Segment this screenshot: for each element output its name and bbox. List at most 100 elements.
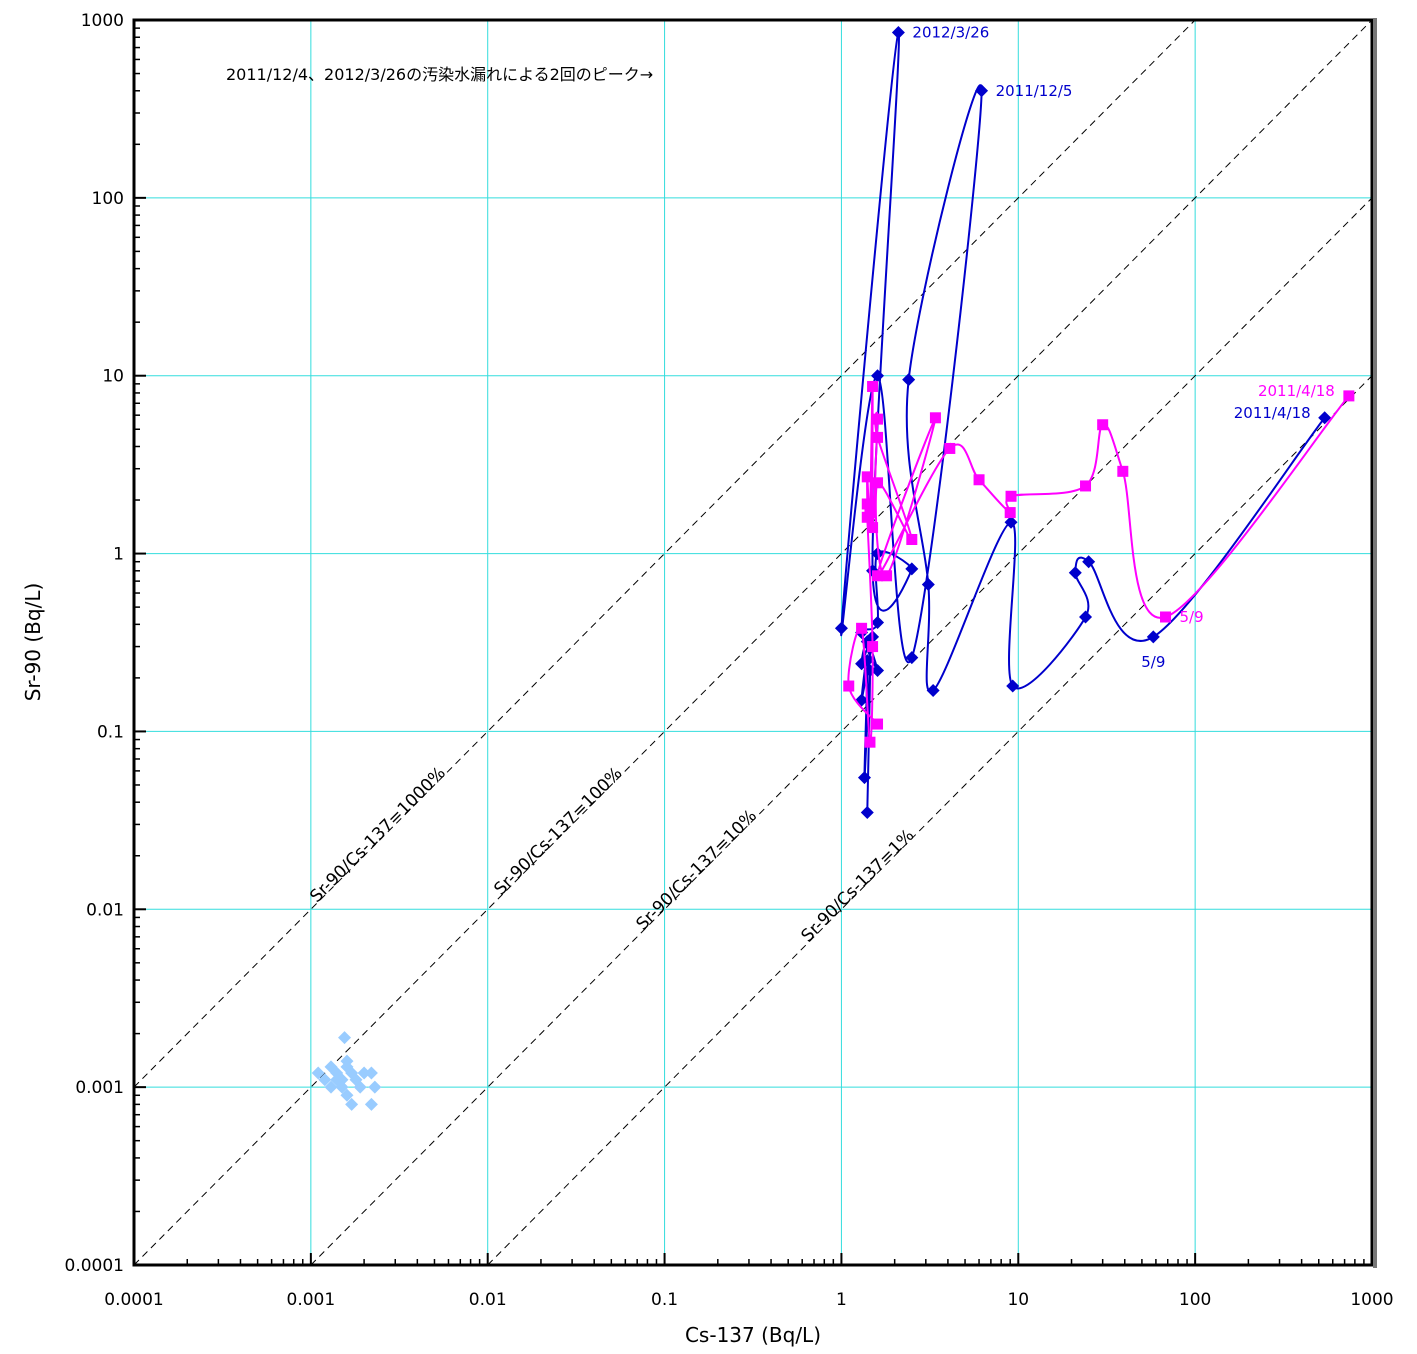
data-point-diamond (860, 806, 874, 820)
x-tick-label: 0.001 (287, 1290, 336, 1310)
data-point-diamond (921, 578, 935, 592)
series-group (311, 26, 1355, 1111)
data-point-diamond (905, 651, 919, 665)
data-point-diamond (891, 26, 905, 40)
data-point-square (944, 442, 956, 454)
plot-frame (132, 18, 1374, 1267)
data-point-square (1117, 465, 1129, 477)
point-annotation: 2011/4/18 (1234, 404, 1311, 422)
data-point-square (1080, 480, 1092, 492)
x-tick-label: 1 (836, 1290, 847, 1310)
data-point-square (843, 680, 855, 692)
data-point-diamond (1068, 566, 1082, 580)
data-point-square (867, 522, 879, 534)
data-point-square (906, 533, 918, 545)
data-point-square (861, 498, 873, 510)
ratio-line (310, 197, 1373, 1266)
data-point-diamond (1082, 555, 1096, 569)
point-annotation: 2011/12/5 (996, 82, 1073, 100)
ratio-lines: Sr-90/Cs-137=1000% Sr-90/Cs-137=100% Sr-90… (133, 19, 1373, 1266)
series-line (840, 31, 1326, 813)
data-point-diamond (311, 1066, 325, 1080)
data-point-square (872, 413, 884, 425)
note-text: 2011/12/4、2012/3/26の汚染水漏れによる2回のピーク→ (226, 65, 653, 84)
data-point-diamond (1318, 411, 1332, 425)
x-tick-label: 100 (1179, 1290, 1211, 1310)
x-tick-label: 0.01 (469, 1290, 507, 1310)
y-tick-label: 0.1 (97, 722, 124, 742)
data-point-diamond (857, 771, 871, 785)
ratio-line (133, 19, 1373, 1266)
data-point-square (1004, 507, 1016, 519)
data-point-square (867, 641, 879, 653)
data-point-square (856, 622, 868, 634)
point-annotation: 5/9 (1180, 608, 1204, 626)
data-point-square (861, 511, 873, 523)
data-series (834, 26, 1332, 820)
y-tick-label: 10 (102, 367, 124, 387)
y-axis-title: Sr-90 (Bq/L) (21, 583, 45, 702)
data-point-diamond (871, 369, 885, 383)
data-point-diamond (364, 1097, 378, 1111)
data-point-diamond (975, 84, 989, 98)
data-point-square (973, 474, 985, 486)
data-point-diamond (905, 562, 919, 576)
data-point-diamond (324, 1080, 338, 1094)
x-tick-label: 0.0001 (104, 1290, 163, 1310)
ratio-line (133, 19, 1196, 1088)
ratio-line (487, 375, 1373, 1266)
data-point-diamond (926, 683, 940, 697)
data-point-square (1005, 490, 1017, 502)
data-point-square (872, 431, 884, 443)
data-point-diamond (318, 1073, 332, 1087)
y-tick-label: 0.001 (75, 1078, 124, 1098)
ratio-line-label: Sr-90/Cs-137=10% (633, 806, 761, 934)
point-annotation: 2012/3/26 (912, 24, 989, 42)
data-point-square (1343, 390, 1355, 402)
y-tick-label: 0.01 (86, 900, 124, 920)
data-point-diamond (1146, 630, 1160, 644)
data-point-square (1097, 419, 1109, 431)
grid (133, 19, 1373, 1266)
data-point-diamond (871, 664, 885, 678)
data-point-diamond (340, 1060, 354, 1074)
data-point-square (861, 471, 873, 483)
annotations: 2012/3/26 2011/12/5 2011/4/18 2011/4/18 5/9 5… (912, 24, 1334, 671)
data-point-square (872, 718, 884, 730)
data-point-diamond (902, 373, 916, 387)
data-point-square (1160, 611, 1172, 623)
data-point-diamond (364, 1066, 378, 1080)
data-point-diamond (345, 1097, 359, 1111)
data-point-square (881, 570, 893, 582)
series-line (847, 385, 1350, 744)
data-series (843, 380, 1355, 748)
data-point-diamond (330, 1073, 344, 1087)
data-point-square (867, 380, 879, 392)
data-point-diamond (1004, 515, 1018, 529)
y-tick-label: 1000 (81, 11, 124, 31)
data-point-diamond (368, 1080, 382, 1094)
x-axis-title: Cs-137 (Bq/L) (685, 1323, 821, 1347)
y-tick-label: 100 (92, 189, 124, 209)
data-point-square (864, 736, 876, 748)
ticks: 0.0001 0.001 0.01 0.1 1 10 100 1000 0.0001 0.001 0… (65, 11, 1394, 1310)
ratio-line-label: Sr-90/Cs-137=1000% (306, 763, 450, 907)
data-point-square (872, 570, 884, 582)
ratio-line-label: Sr-90/Cs-137=100% (490, 763, 626, 899)
data-point-diamond (357, 1066, 371, 1080)
y-tick-label: 1 (113, 545, 124, 565)
data-point-diamond (871, 615, 885, 629)
ratio-line-label: Sr-90/Cs-137=1% (798, 826, 919, 947)
point-annotation: 5/9 (1141, 653, 1165, 671)
data-point-diamond (834, 621, 848, 635)
data-point-diamond (1006, 679, 1020, 693)
data-point-square (929, 412, 941, 424)
data-point-square (872, 477, 884, 489)
data-point-diamond (338, 1031, 352, 1045)
x-tick-label: 1000 (1350, 1290, 1393, 1310)
data-point-diamond (353, 1080, 367, 1094)
x-tick-label: 10 (1007, 1290, 1029, 1310)
data-point-diamond (1079, 610, 1093, 624)
x-tick-label: 0.1 (651, 1290, 678, 1310)
